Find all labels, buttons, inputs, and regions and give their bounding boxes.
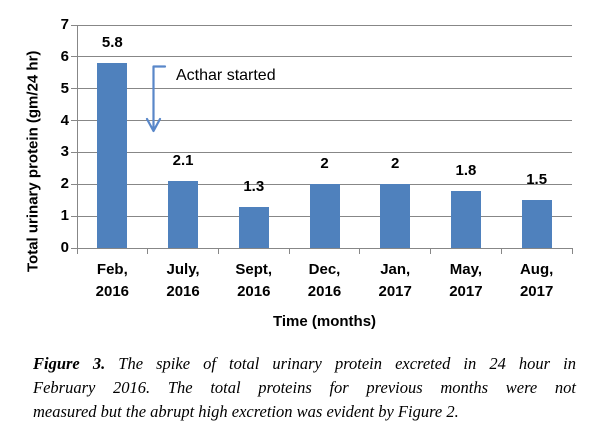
y-tick-mark xyxy=(71,56,77,58)
y-tick-label: 1 xyxy=(60,207,69,225)
bar-value-label: 2.1 xyxy=(172,152,194,170)
bar-value-label: 2 xyxy=(391,155,400,173)
y-tick-label: 0 xyxy=(60,239,69,256)
caption-line-2: February 2016. The total proteins for pr… xyxy=(33,378,576,397)
y-tick-label: 6 xyxy=(60,47,69,65)
x-category-label: Aug, 2017 xyxy=(519,261,554,300)
caption-line-3: measured but the abrupt high excretion w… xyxy=(33,402,459,421)
y-tick-mark xyxy=(71,215,77,217)
y-tick-label: 2 xyxy=(60,175,69,193)
y-tick-label: 7 xyxy=(60,16,69,33)
x-tick-mark xyxy=(288,248,290,254)
bar-1 xyxy=(168,181,199,248)
y-tick-mark xyxy=(71,88,77,90)
bar-0 xyxy=(97,63,128,248)
x-tick-mark xyxy=(147,248,149,254)
x-category-label: Jan, 2017 xyxy=(378,261,412,300)
bar-value-label: 1.8 xyxy=(455,161,477,179)
y-tick-label: 5 xyxy=(60,79,69,97)
y-tick-mark xyxy=(71,247,77,249)
gridline xyxy=(77,56,572,58)
y-tick-mark xyxy=(71,183,77,185)
bar-2 xyxy=(238,206,269,248)
bar-value-label: 5.8 xyxy=(101,34,123,52)
bar-value-label: 2 xyxy=(320,155,329,173)
y-tick-mark xyxy=(71,24,77,26)
caption-line-1-text: The spike of total urinary protein excre… xyxy=(105,354,576,373)
bar-value-label: 1.5 xyxy=(526,171,548,189)
gridline xyxy=(77,151,572,153)
y-tick-mark xyxy=(71,120,77,122)
y-tick-label: 4 xyxy=(60,111,69,129)
y-axis-line xyxy=(77,25,78,249)
caption-figure-label: Figure 3. xyxy=(33,354,106,373)
x-tick-mark xyxy=(430,248,432,254)
y-tick-mark xyxy=(71,151,77,153)
x-tick-mark xyxy=(76,248,78,254)
gridline xyxy=(77,120,572,122)
bar-4 xyxy=(380,184,411,248)
x-category-label: Sept, 2016 xyxy=(235,261,273,300)
x-category-label: May, 2017 xyxy=(449,261,483,300)
x-category-label: Feb, 2016 xyxy=(95,261,130,300)
x-axis-title: Time (months) xyxy=(272,313,377,330)
x-category-label: July, 2016 xyxy=(166,261,200,300)
figure-caption: Figure 3. The spike of total urinary pro… xyxy=(33,352,576,424)
x-axis-line xyxy=(77,247,572,249)
x-tick-mark xyxy=(359,248,361,254)
bar-6 xyxy=(521,200,552,248)
x-category-label: Dec, 2016 xyxy=(307,261,342,300)
x-tick-mark xyxy=(571,248,573,254)
annotation-text: Acthar started xyxy=(176,67,276,84)
plot-area: 0 1 2 3 4 5 6 7 5.8 Feb, 2016 2.1 July, 2016 1.3 Sept, 2… xyxy=(60,16,573,300)
x-tick-mark xyxy=(500,248,502,254)
x-tick-mark xyxy=(217,248,219,254)
bar-value-label: 1.3 xyxy=(243,177,265,195)
gridline xyxy=(77,24,572,26)
gridline xyxy=(77,88,572,90)
bar-3 xyxy=(309,184,340,248)
caption-line-1: Figure 3. The spike of total urinary pro… xyxy=(33,352,576,376)
bar-5 xyxy=(450,190,481,248)
y-tick-label: 3 xyxy=(60,143,69,161)
